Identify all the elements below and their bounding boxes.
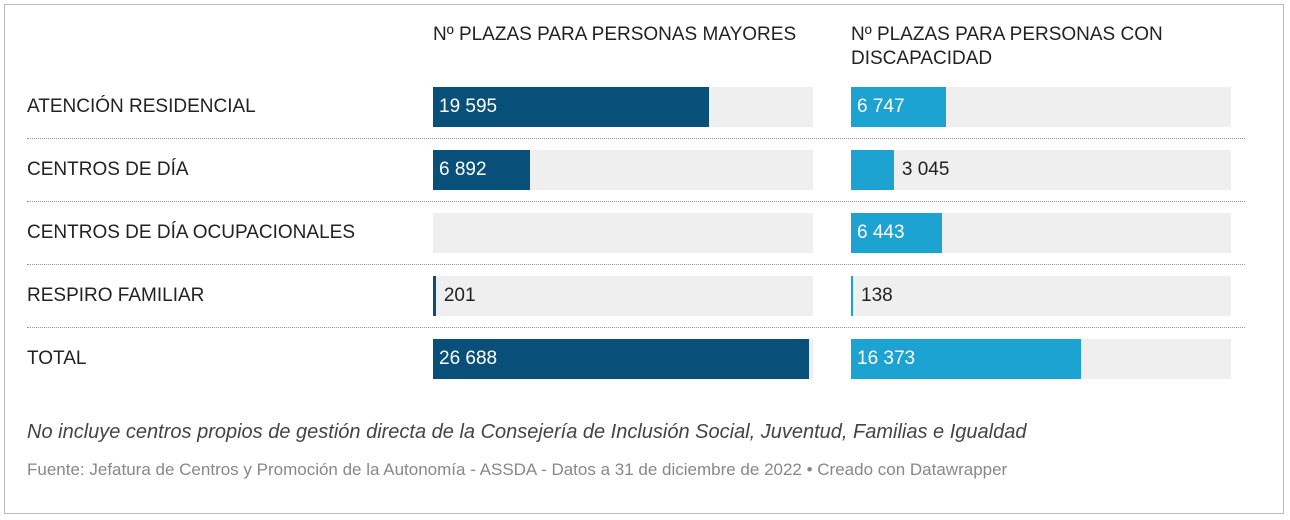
value-label: 201 [443, 285, 476, 306]
row-label: TOTAL [27, 348, 87, 369]
row-separator [27, 264, 1245, 265]
row-label: ATENCIÓN RESIDENCIAL [27, 96, 256, 117]
value-label: 138 [861, 285, 893, 306]
value-label: 26 688 [439, 348, 498, 369]
bar [433, 150, 530, 190]
bar [851, 339, 1082, 379]
value-label: 6 443 [857, 222, 905, 243]
bar-track [433, 213, 813, 253]
row-label: CENTROS DE DÍA [27, 159, 189, 180]
bar [851, 213, 942, 253]
note: No incluye centros propios de gestión di… [27, 421, 1027, 443]
row-label: RESPIRO FAMILIAR [27, 285, 205, 306]
row-separator [27, 138, 1245, 139]
bar [433, 87, 709, 127]
bar [851, 87, 946, 127]
value-label: 19 595 [439, 96, 498, 117]
value-label: 3 045 [901, 159, 950, 180]
value-label: 6 747 [857, 96, 905, 117]
bar [433, 276, 436, 316]
row-label: CENTROS DE DÍA OCUPACIONALES [27, 222, 355, 243]
row-separator [27, 327, 1245, 328]
bar-track [851, 276, 1231, 316]
row-separator [27, 201, 1245, 202]
bar-track [851, 150, 1231, 190]
source: Fuente: Jefatura de Centros y Promoción … [27, 460, 1008, 479]
value-label: 16 373 [857, 348, 916, 369]
table-chart: No incluye centros propios de gestión di… [4, 4, 1284, 514]
value-label: 6 892 [439, 159, 487, 180]
bar-track [433, 276, 813, 316]
bar [851, 150, 894, 190]
column-header: Nº PLAZAS PARA PERSONAS CON DISCAPACIDAD [851, 24, 1163, 69]
column-header: Nº PLAZAS PARA PERSONAS MAYORES [433, 24, 797, 45]
bar [851, 276, 853, 316]
bar [433, 339, 809, 379]
